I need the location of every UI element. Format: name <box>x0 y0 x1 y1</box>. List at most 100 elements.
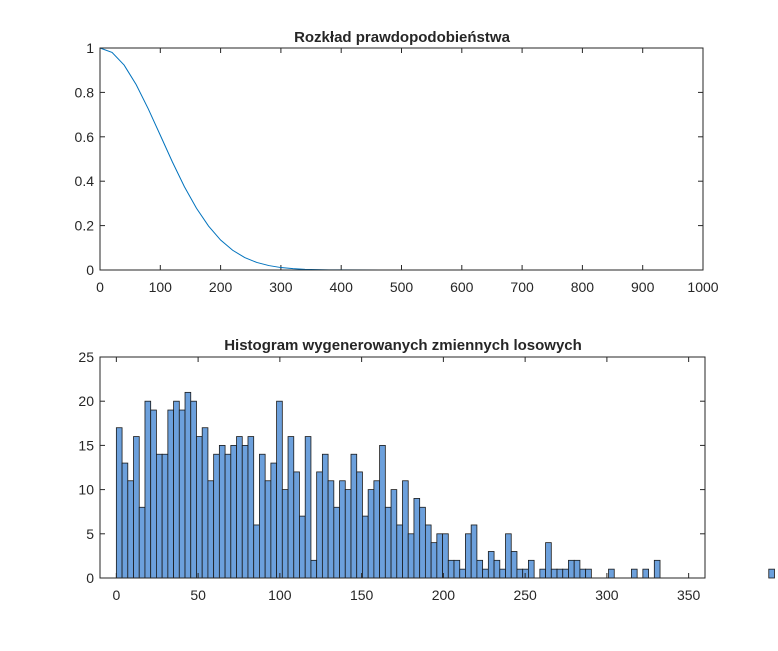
histogram-bar <box>367 489 375 579</box>
histogram-bar <box>173 400 180 579</box>
histogram-bar <box>470 524 478 579</box>
histogram-bar <box>299 515 306 579</box>
histogram-bar <box>281 489 289 579</box>
histogram-bar <box>293 471 300 579</box>
histogram-bar <box>207 480 215 579</box>
histogram-bar <box>556 568 564 579</box>
histogram-bar <box>402 480 409 579</box>
chart2-x-tick-label: 50 <box>190 587 206 603</box>
histogram-bar <box>224 453 232 579</box>
histogram-bar <box>230 444 237 579</box>
chart2-y-tick-label: 25 <box>78 349 94 365</box>
histogram-bar <box>482 568 489 579</box>
histogram-bar <box>356 471 363 579</box>
histogram-bar <box>344 489 352 579</box>
chart1-y-tick-label: 0.8 <box>75 84 95 100</box>
histogram-bar <box>493 559 501 579</box>
histogram-bar <box>528 559 535 579</box>
histogram-bar <box>499 568 506 579</box>
chart1-y-tick-label: 0.6 <box>75 129 95 145</box>
histogram-bar <box>259 453 266 579</box>
histogram-bar <box>350 453 358 579</box>
histogram-bar <box>539 568 546 579</box>
histogram-bar <box>276 400 283 579</box>
histogram-bar <box>241 444 249 579</box>
chart2-y-ticks: 0 5 10 15 20 25 <box>78 349 705 586</box>
histogram-bar <box>138 506 146 579</box>
chart1-series-line <box>99 47 703 271</box>
histogram-bar <box>424 524 432 579</box>
histogram-bar <box>127 480 134 579</box>
chart1-y-ticks: 0 0.2 0.4 0.6 0.8 1 <box>75 40 703 278</box>
histogram-bar <box>236 436 243 579</box>
histogram-bar <box>310 559 318 579</box>
histogram-bar <box>218 444 226 579</box>
histogram-bar <box>373 480 381 579</box>
histogram-bar <box>631 568 638 579</box>
histogram-bar <box>156 453 163 579</box>
chart1-y-tick-label: 1 <box>86 40 94 56</box>
histogram-bar <box>213 453 220 579</box>
chart1-x-tick-label: 800 <box>571 279 595 295</box>
histogram-bar <box>573 559 581 579</box>
chart1-x-tick-label: 400 <box>330 279 354 295</box>
histogram-bar <box>642 568 649 579</box>
histogram-bar <box>653 559 661 579</box>
histogram-bar <box>516 568 524 579</box>
histogram-bar <box>447 559 455 579</box>
histogram-bar <box>550 568 558 579</box>
chart1-x-tick-label: 100 <box>149 279 173 295</box>
chart1-x-tick-label: 900 <box>631 279 655 295</box>
histogram-bar <box>333 506 340 579</box>
histogram-bar <box>196 436 203 579</box>
chart1-x-ticks: 0 100 200 300 400 500 600 700 800 900 1000 <box>96 48 719 295</box>
histogram-bar <box>270 462 277 579</box>
histogram-bar <box>339 480 346 579</box>
chart2-x-tick-label: 200 <box>432 587 456 603</box>
histogram-bar <box>453 559 461 579</box>
histogram-bar <box>379 444 386 579</box>
chart2-title: Histogram wygenerowanych zmiennych losow… <box>224 337 582 354</box>
histogram-bar <box>505 533 512 579</box>
histogram-bar <box>568 559 575 579</box>
chart2-x-tick-label: 100 <box>268 587 292 603</box>
histogram-bar <box>407 533 415 579</box>
chart2-bars <box>115 391 775 579</box>
histogram-bar <box>321 453 329 579</box>
histogram-bar <box>144 400 152 579</box>
chart2-y-tick-label: 0 <box>86 570 94 586</box>
chart1-y-tick-label: 0.2 <box>75 218 95 234</box>
chart2-y-tick-label: 5 <box>86 526 94 542</box>
histogram-bar <box>133 436 140 579</box>
histogram-bar <box>115 427 123 579</box>
chart2-x-ticks: 0 50 100 150 200 250 300 350 <box>112 357 701 603</box>
histogram-bar <box>121 462 129 579</box>
histogram-bar <box>362 515 369 579</box>
chart1-x-tick-label: 500 <box>390 279 414 295</box>
chart2-y-tick-label: 10 <box>78 482 94 498</box>
histogram-bar <box>150 409 157 579</box>
chart2-y-tick-label: 20 <box>78 393 94 409</box>
histogram-bar <box>167 409 174 579</box>
chart1-y-tick-label: 0.4 <box>75 173 95 189</box>
histogram-bar <box>476 559 484 579</box>
chart1-x-tick-label: 1000 <box>687 279 718 295</box>
histogram-bar <box>459 568 466 579</box>
histogram-bar <box>487 551 495 579</box>
chart1-x-tick-label: 700 <box>510 279 534 295</box>
chart2-x-tick-label: 0 <box>112 587 120 603</box>
histogram-bar <box>585 568 592 579</box>
histogram-bar <box>430 542 438 579</box>
histogram-bar <box>184 391 192 579</box>
histogram-bar <box>327 480 335 579</box>
histogram-bar <box>304 436 312 579</box>
histogram-bar <box>419 506 426 579</box>
histogram-bar <box>316 471 323 579</box>
histogram-bar <box>768 568 775 579</box>
histogram-bar <box>545 542 552 579</box>
histogram-bar <box>253 524 260 579</box>
histogram-bar <box>510 551 518 579</box>
histogram-bar <box>190 400 197 579</box>
histogram-bar <box>264 480 272 579</box>
